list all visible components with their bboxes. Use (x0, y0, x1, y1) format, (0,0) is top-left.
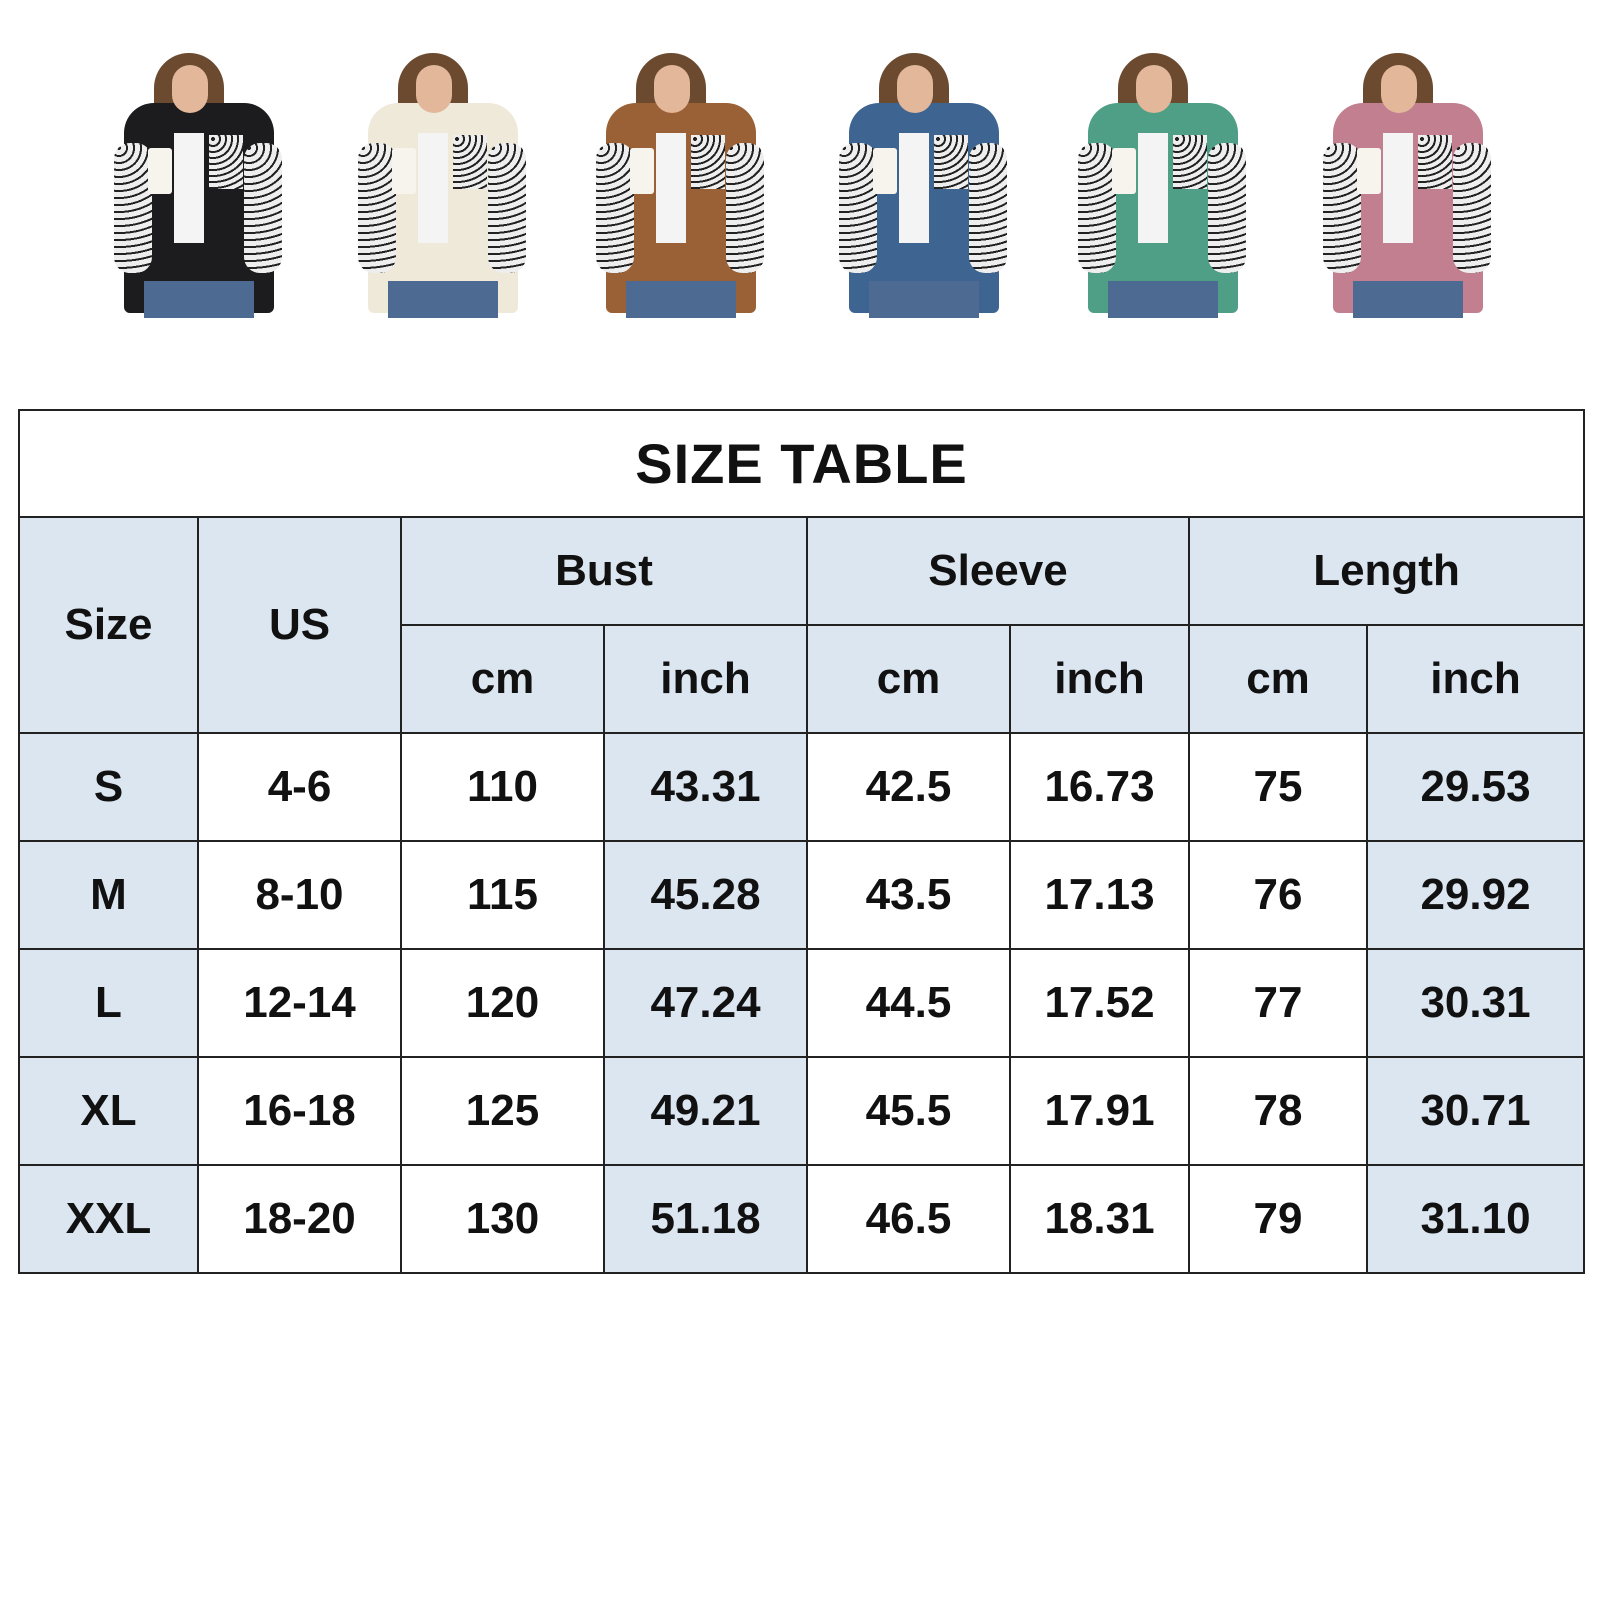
header-length: Length (1187, 516, 1586, 626)
header-length-inch: inch (1365, 624, 1586, 734)
cell-length-cm: 79 (1188, 1164, 1368, 1274)
cell-sleeve-cm: 43.5 (806, 840, 1011, 950)
cell-bust-inch: 47.24 (603, 948, 808, 1058)
cell-sleeve-inch: 17.52 (1009, 948, 1190, 1058)
cell-bust-inch: 43.31 (603, 732, 808, 842)
cell-sleeve-inch: 16.73 (1009, 732, 1190, 842)
header-size: Size (18, 516, 199, 734)
cell-bust-cm: 120 (400, 948, 605, 1058)
thumbnail-blue (829, 53, 1019, 318)
cell-bust-cm: 130 (400, 1164, 605, 1274)
thumbnail-cream (348, 53, 538, 318)
header-us: US (197, 516, 402, 734)
header-bust-inch: inch (603, 624, 808, 734)
table-title: SIZE TABLE (17, 409, 1586, 518)
cell-length-inch: 29.53 (1365, 732, 1586, 842)
cell-sleeve-inch: 18.31 (1009, 1164, 1190, 1274)
cell-length-cm: 78 (1188, 1056, 1368, 1166)
header-bust: Bust (400, 516, 808, 626)
table-row: S 4-6 110 43.31 42.5 16.73 75 29.53 (18, 732, 1586, 842)
cell-size: M (18, 840, 199, 950)
header-sleeve: Sleeve (806, 516, 1190, 626)
product-color-thumbnails (0, 53, 1600, 318)
cell-bust-inch: 49.21 (603, 1056, 808, 1166)
header-sleeve-cm: cm (806, 624, 1011, 734)
cell-size: XXL (18, 1164, 199, 1274)
cell-us: 18-20 (197, 1164, 402, 1274)
table-row: XL 16-18 125 49.21 45.5 17.91 78 30.71 (18, 1056, 1586, 1166)
cell-bust-cm: 115 (400, 840, 605, 950)
thumbnail-green (1068, 53, 1258, 318)
cell-length-cm: 75 (1188, 732, 1368, 842)
cell-sleeve-cm: 45.5 (806, 1056, 1011, 1166)
cell-length-inch: 29.92 (1365, 840, 1586, 950)
header-length-cm: cm (1188, 624, 1368, 734)
cell-sleeve-inch: 17.13 (1009, 840, 1190, 950)
table-row: M 8-10 115 45.28 43.5 17.13 76 29.92 (18, 840, 1586, 950)
table-row: L 12-14 120 47.24 44.5 17.52 77 30.31 (18, 948, 1586, 1058)
cell-length-inch: 30.71 (1365, 1056, 1586, 1166)
cell-bust-inch: 51.18 (603, 1164, 808, 1274)
cell-us: 12-14 (197, 948, 402, 1058)
cell-sleeve-inch: 17.91 (1009, 1056, 1190, 1166)
cell-bust-cm: 110 (400, 732, 605, 842)
table-row: XXL 18-20 130 51.18 46.5 18.31 79 31.10 (18, 1164, 1586, 1274)
thumbnail-brown (586, 53, 776, 318)
cell-length-cm: 77 (1188, 948, 1368, 1058)
cell-size: XL (18, 1056, 199, 1166)
cell-sleeve-cm: 44.5 (806, 948, 1011, 1058)
header-sleeve-inch: inch (1009, 624, 1190, 734)
cell-bust-cm: 125 (400, 1056, 605, 1166)
cell-size: S (18, 732, 199, 842)
thumbnail-black (104, 53, 294, 318)
cell-us: 4-6 (197, 732, 402, 842)
cell-sleeve-cm: 42.5 (806, 732, 1011, 842)
header-bust-cm: cm (400, 624, 605, 734)
cell-length-cm: 76 (1188, 840, 1368, 950)
cell-us: 8-10 (197, 840, 402, 950)
cell-length-inch: 31.10 (1365, 1164, 1586, 1274)
cell-bust-inch: 45.28 (603, 840, 808, 950)
size-table: SIZE TABLE Size US Bust Sleeve Length cm… (17, 409, 1586, 1274)
cell-length-inch: 30.31 (1365, 948, 1586, 1058)
cell-size: L (18, 948, 199, 1058)
cell-sleeve-cm: 46.5 (806, 1164, 1011, 1274)
cell-us: 16-18 (197, 1056, 402, 1166)
thumbnail-pink (1313, 53, 1503, 318)
